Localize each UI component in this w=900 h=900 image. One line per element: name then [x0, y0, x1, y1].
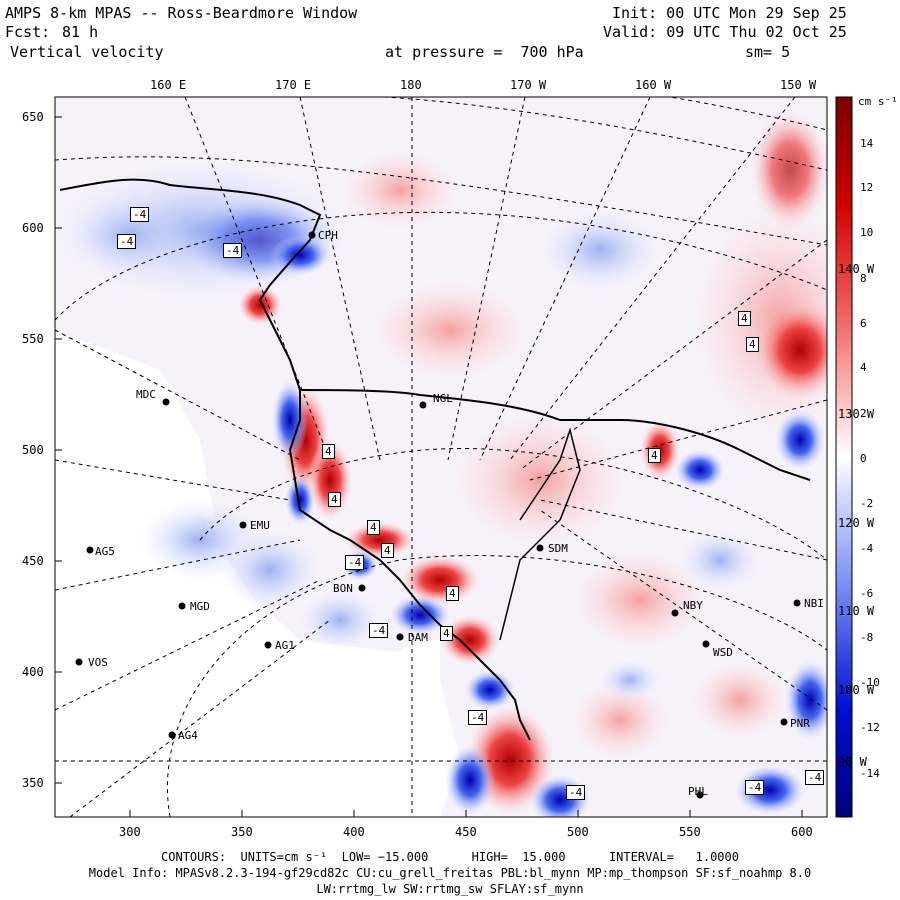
- contour-label: 4: [746, 337, 759, 352]
- station-label: MDC: [136, 388, 156, 401]
- contour-label: -4: [117, 234, 137, 249]
- colorbar-tick: 8: [860, 272, 867, 285]
- station-label: BON: [333, 582, 353, 595]
- contour-label: 4: [328, 492, 341, 507]
- colorbar-tick: -8: [860, 631, 874, 644]
- lon-label-top: 150 W: [780, 78, 817, 92]
- valid-time: Valid: 09 UTC Thu 02 Oct 25: [603, 23, 847, 41]
- forecast-value: 81 h: [62, 23, 99, 41]
- lon-label-right: 90 W: [838, 755, 867, 769]
- contour-label: 4: [322, 444, 335, 459]
- colorbar-tick: -14: [860, 767, 880, 780]
- smoothing-value: sm= 5: [745, 43, 791, 61]
- init-time: Init: 00 UTC Mon 29 Sep 25: [612, 4, 847, 22]
- station-label: NBI: [804, 597, 824, 610]
- station-label: CPH: [318, 229, 338, 242]
- y-axis-label: 650: [22, 110, 44, 124]
- contour-label: 4: [648, 448, 661, 463]
- y-axis-label: 400: [22, 665, 44, 679]
- station-label: SDM: [548, 542, 568, 555]
- lon-label-top: 180: [400, 78, 422, 92]
- x-axis-label: 550: [679, 825, 701, 839]
- colorbar-tick: 6: [860, 317, 867, 330]
- lon-label-right: 110 W: [838, 604, 875, 618]
- lon-label-top: 160 E: [150, 78, 187, 92]
- station-label: WSD: [713, 646, 733, 659]
- x-axis-label: 450: [455, 825, 477, 839]
- contour-label: -4: [223, 243, 243, 258]
- y-axis-label: 500: [22, 443, 44, 457]
- contour-label: 4: [381, 543, 394, 558]
- colorbar-units: cm s⁻¹: [858, 95, 898, 108]
- colorbar: [835, 96, 853, 818]
- map-title: AMPS 8-km MPAS -- Ross-Beardmore Window: [5, 4, 358, 22]
- station-label: AG5: [95, 545, 115, 558]
- colorbar-tick: -4: [860, 542, 874, 555]
- station-label: DAM: [408, 631, 428, 644]
- lon-label-top: 170 W: [510, 78, 547, 92]
- lon-label-right: 100 W: [838, 683, 875, 697]
- contour-label: 4: [446, 586, 459, 601]
- contour-label: -4: [130, 207, 150, 222]
- station-label: MGD: [190, 600, 210, 613]
- colorbar-tick: 10: [860, 226, 874, 239]
- lon-label-right: 140 W: [838, 262, 875, 276]
- contour-label: -4: [745, 780, 765, 795]
- contour-label: 4: [440, 626, 453, 641]
- lon-label-right: 130 W: [838, 407, 875, 421]
- y-axis-label: 450: [22, 554, 44, 568]
- colorbar-tick: 12: [860, 181, 874, 194]
- contour-label: 4: [738, 311, 751, 326]
- contour-label: 4: [367, 520, 380, 535]
- lon-label-right: 120 W: [838, 516, 875, 530]
- variable-name: Vertical velocity: [10, 43, 164, 61]
- forecast-label: Fcst:: [5, 23, 51, 41]
- lon-label-top: 160 W: [635, 78, 672, 92]
- station-label: NGL: [433, 392, 453, 405]
- contour-label: -4: [566, 785, 586, 800]
- station-label: AG4: [178, 729, 198, 742]
- pressure-level: at pressure = 700 hPa: [385, 43, 584, 61]
- colorbar-tick: -2: [860, 497, 874, 510]
- colorbar-tick: 4: [860, 361, 867, 374]
- colorbar-tick: 14: [860, 137, 874, 150]
- contour-label: -4: [468, 710, 488, 725]
- model-info-line2: LW:rrtmg_lw SW:rrtmg_sw SFLAY:sf_mynn: [316, 882, 584, 896]
- colorbar-tick: -10: [860, 676, 880, 689]
- station-label: PNR: [790, 717, 810, 730]
- model-info: Model Info: MPASv8.2.3-194-gf29cd82c CU:…: [88, 866, 812, 880]
- contour-label: -4: [345, 555, 365, 570]
- station-label: NBY: [683, 599, 703, 612]
- contour-label: -4: [369, 623, 389, 638]
- station-label: EMU: [250, 519, 270, 532]
- colorbar-tick: 2: [860, 407, 867, 420]
- station-label: AG1: [275, 639, 295, 652]
- y-axis-label: 600: [22, 221, 44, 235]
- contour-info: CONTOURS: UNITS=cm s⁻¹ LOW= −15.000 HIGH…: [161, 850, 739, 864]
- x-axis-label: 500: [567, 825, 589, 839]
- station-label: VOS: [88, 656, 108, 669]
- colorbar-tick: -12: [860, 721, 880, 734]
- y-axis-label: 350: [22, 776, 44, 790]
- contour-label: -4: [805, 770, 825, 785]
- y-axis-label: 550: [22, 332, 44, 346]
- x-axis-label: 350: [231, 825, 253, 839]
- lon-label-top: 170 E: [275, 78, 312, 92]
- x-axis-label: 400: [343, 825, 365, 839]
- x-axis-label: 300: [119, 825, 141, 839]
- colorbar-tick: 0: [860, 452, 867, 465]
- colorbar-tick: -6: [860, 587, 874, 600]
- x-axis-label: 600: [791, 825, 813, 839]
